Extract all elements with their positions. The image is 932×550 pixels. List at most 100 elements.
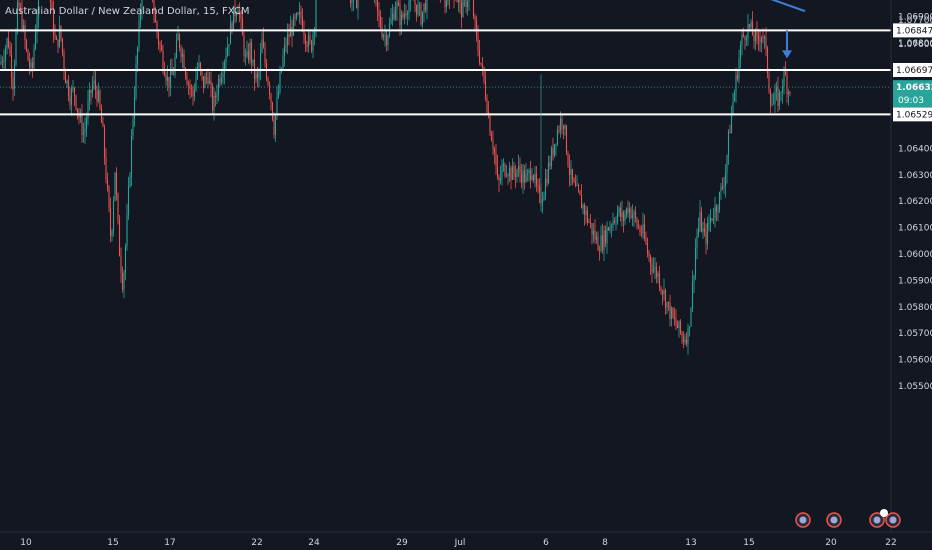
candle-body [640,232,643,234]
candle-body [720,186,722,193]
time-tick-label: 29 [396,538,408,548]
candle-body [84,128,86,134]
candle-body [705,231,707,244]
candle-body [12,77,14,90]
candle-body [660,287,662,291]
candle-body [309,35,311,42]
candle-body [511,166,514,181]
candle-body [727,131,730,156]
candle-body [627,208,629,213]
candle-body [171,69,173,75]
candle-body [285,45,287,47]
candle-body [52,9,55,35]
candle-body [378,10,380,17]
candle-body [166,76,169,81]
arrow-layer [782,30,792,59]
level-price-tag [893,62,932,77]
candle-body [495,153,497,167]
candle-body [303,30,305,36]
candle-body [232,5,235,31]
candle-body [654,266,656,269]
time-tick-label: 6 [543,538,549,548]
candle-body [106,179,109,188]
candle-body [786,74,788,95]
candle-body [444,0,446,8]
candle-body [49,0,52,3]
candle-body [489,114,491,135]
candle-body [757,35,760,40]
candle-body [658,273,661,288]
candle-body [774,91,776,104]
candle-body [606,227,608,244]
candle-body [165,75,167,81]
candle-body [477,35,479,51]
candle-body [25,40,28,50]
candle-body [583,204,586,215]
candle-body [297,13,299,15]
candle-body [688,326,691,328]
candle-body [547,162,550,183]
candle-body [498,176,500,181]
time-axis[interactable]: 10 15 17 22 24 29 Jul 6 8 13 15 20 22 [20,538,896,548]
candle-body [214,96,217,98]
price-tick-label: 1.06100 [898,224,932,234]
price-axis[interactable]: 1.075001.074001.073001.072001.071001.070… [898,0,932,392]
candle-body [541,200,544,204]
candle-body [423,3,425,12]
candle-body [19,6,22,10]
candle-body [561,118,563,126]
candle-body [177,34,179,41]
candle-body [4,48,7,61]
current-price-tag [893,80,932,108]
candle-body [289,27,292,37]
candle-body [580,194,583,209]
candle-body [513,166,515,174]
candle-body [781,86,784,92]
candle-body [7,38,10,47]
candle-body [420,4,422,25]
time-tick-label: 13 [685,538,696,548]
candle-body [376,0,379,11]
candle-body [475,20,478,36]
candle-body [715,206,718,212]
candle-body [10,54,13,78]
candle-body [625,208,628,215]
candle-body [631,215,634,218]
candle-body [195,77,197,91]
candle-body [210,81,212,87]
candle-body [739,45,742,60]
candle-body [468,0,470,2]
candle-body [264,47,266,64]
price-tick-label: 1.06000 [898,250,932,260]
candle-body [250,42,253,63]
candle-body [310,41,313,52]
candle-body [57,39,59,47]
candle-body [480,62,482,65]
candle-body [592,230,595,235]
candle-body [36,18,38,34]
candle-body [220,77,223,83]
candle-body [88,89,91,101]
candle-body [744,36,746,40]
candle-body [517,166,520,170]
event-flag-icon-inner [889,516,897,524]
price-tick-label: 1.07700 [898,16,932,26]
candle-body [61,38,64,53]
candle-body [519,166,521,174]
candle-body [456,0,458,3]
economic-events-layer[interactable] [795,509,901,528]
candle-body [243,35,245,57]
candle-body [274,115,277,135]
candle-body [568,165,571,175]
candle-body [675,318,677,325]
candle-body [349,0,352,3]
candle-body [129,174,131,187]
candle-body [301,16,304,31]
candle-body [139,9,142,22]
candle-body [525,173,527,183]
candle-body [13,64,16,90]
candle-body [235,14,238,17]
candle-body [703,228,706,232]
